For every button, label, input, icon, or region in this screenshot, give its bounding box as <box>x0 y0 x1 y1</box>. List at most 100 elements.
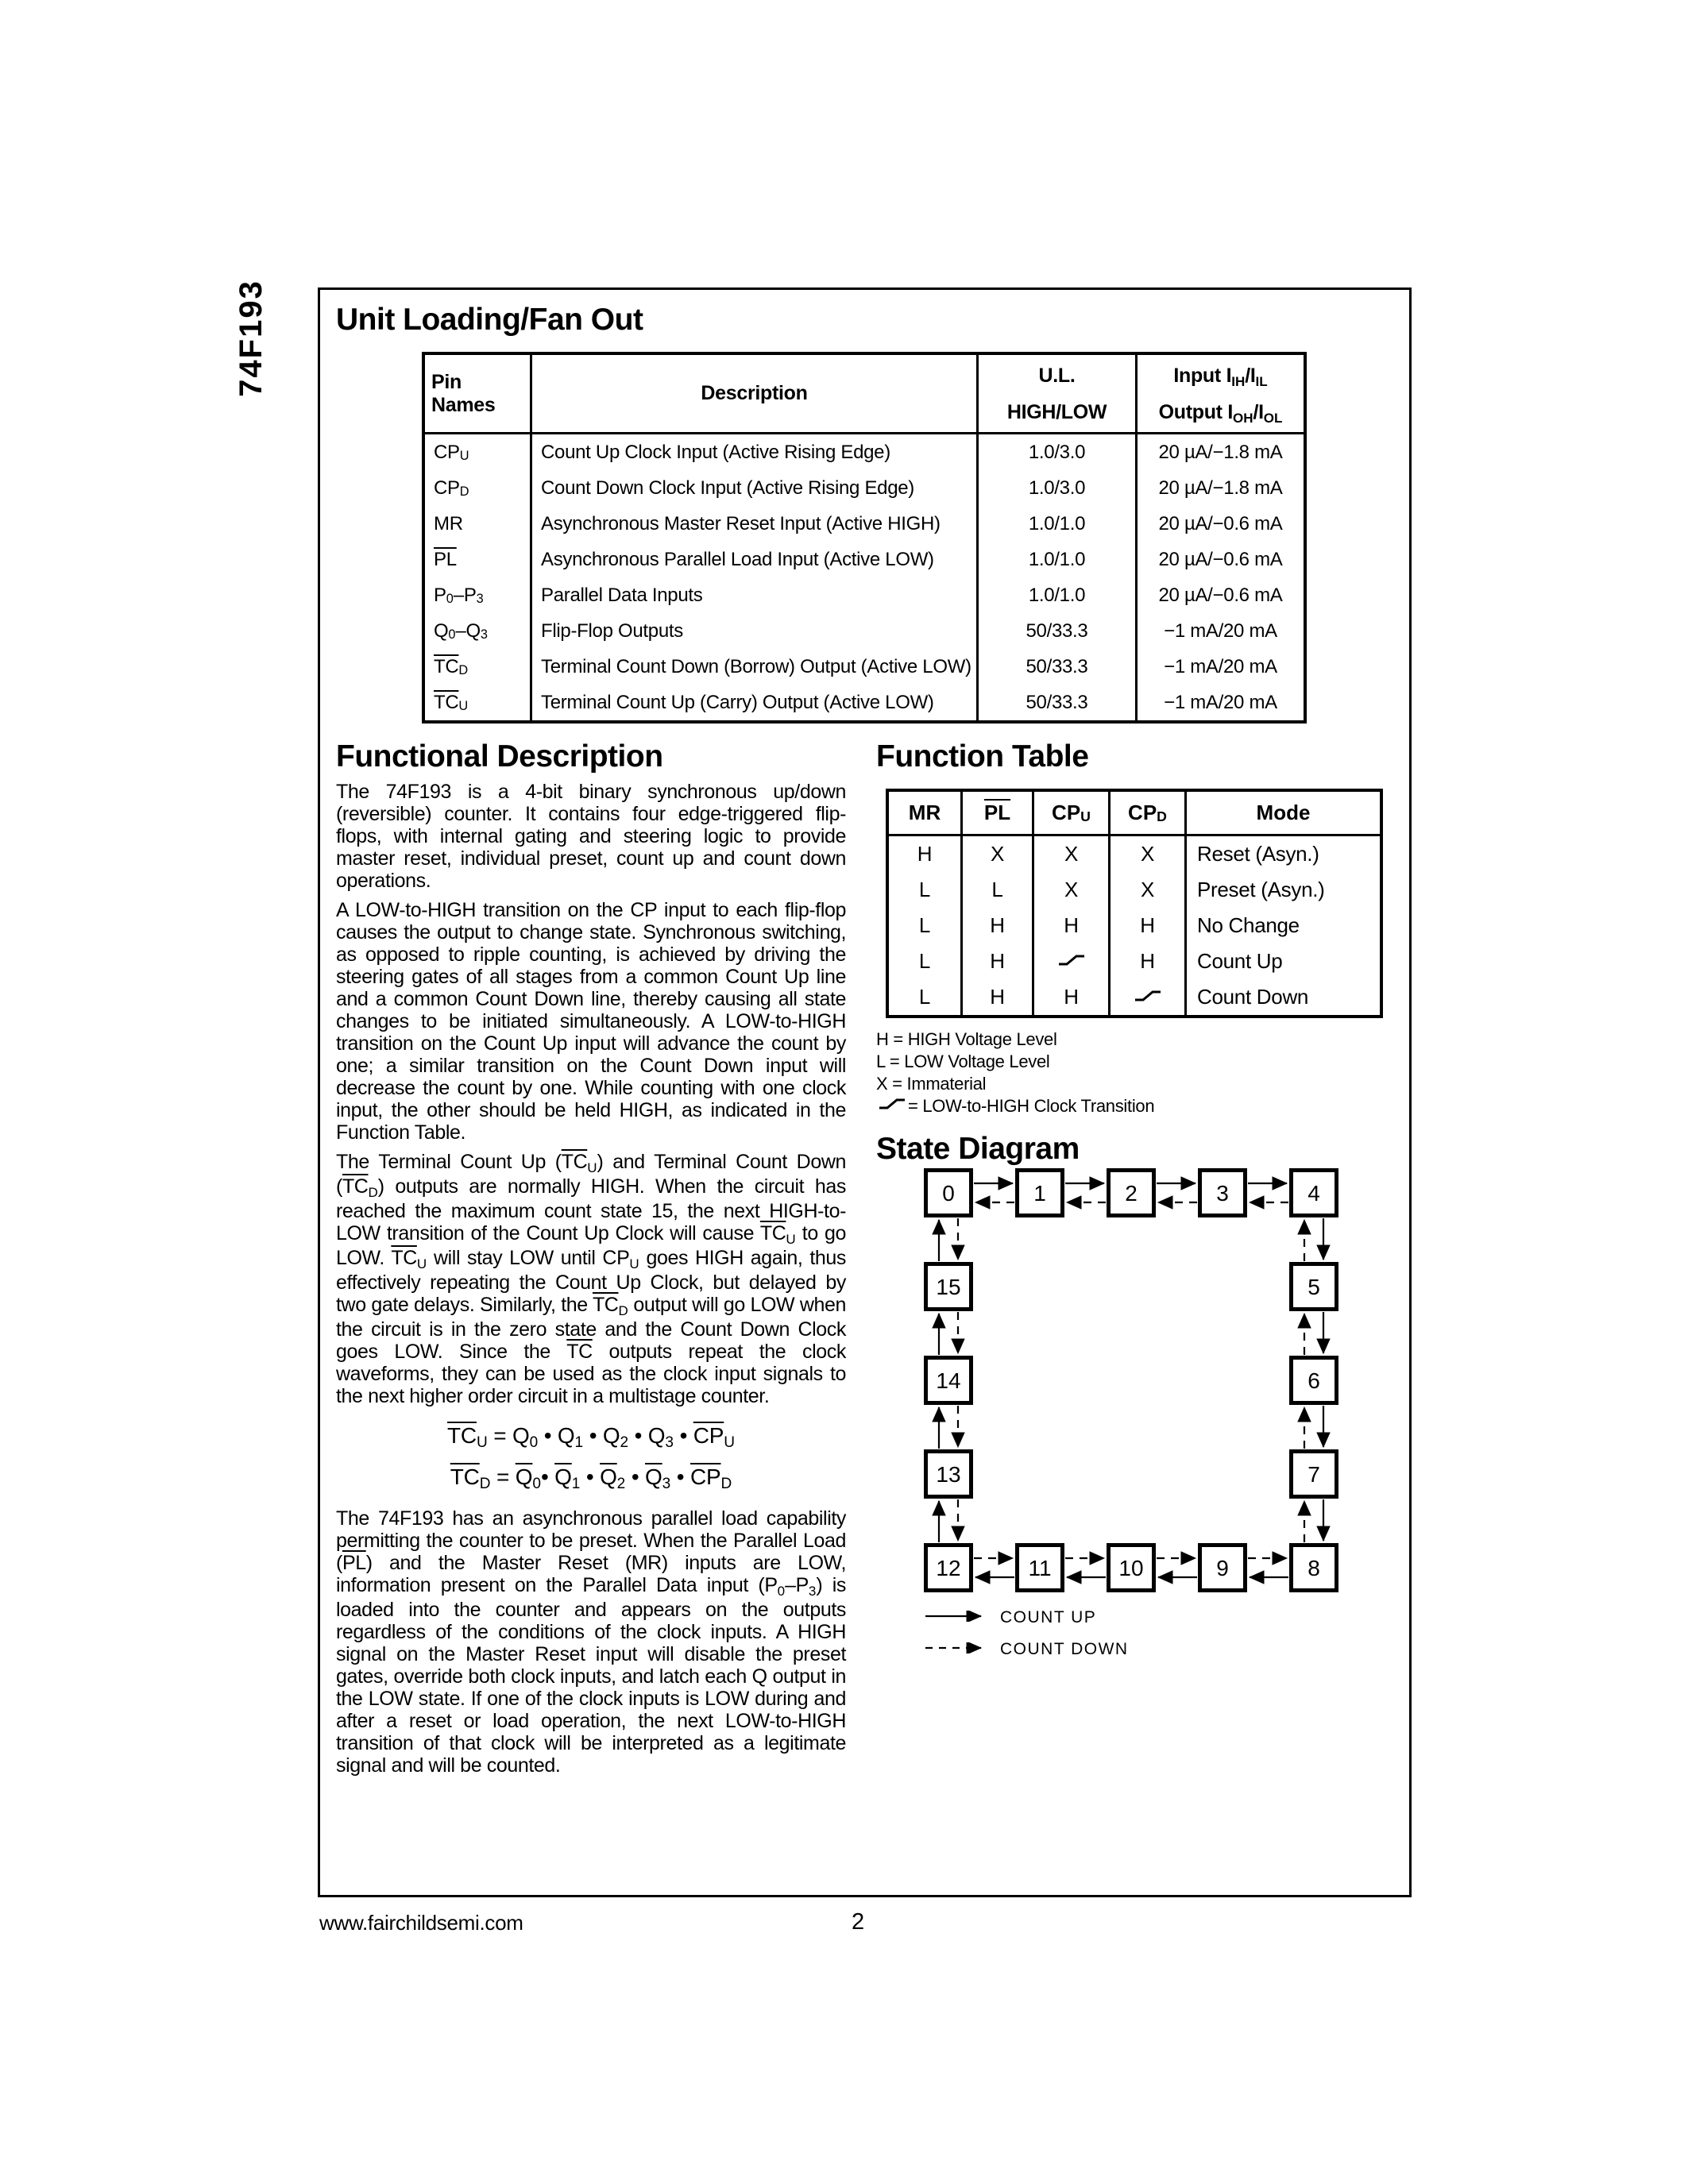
subscript-text: 3 <box>665 1434 674 1452</box>
text-run: = <box>490 1464 516 1489</box>
pin-cell: PL <box>425 542 530 577</box>
function-table-header-cell: MR <box>889 792 960 836</box>
subscript-text: D <box>720 1476 732 1493</box>
state-number: 1 <box>1033 1181 1046 1206</box>
state-box-border <box>1289 1543 1338 1592</box>
footer-page-number: 2 <box>852 1909 865 1935</box>
text-run: • <box>673 1423 693 1448</box>
function-table-cell: Preset (Asyn.) <box>1187 872 1380 908</box>
io-cell: 20 µA/−1.8 mA <box>1158 477 1283 499</box>
text-run: • <box>625 1464 646 1489</box>
text-run: goes HIGH again, thus effectively repeat… <box>336 1247 846 1316</box>
legend-label: COUNT UP <box>1000 1608 1097 1626</box>
text-run: X <box>1140 842 1155 866</box>
subscript-text: 3 <box>476 591 484 606</box>
function-table-cell: L <box>889 979 960 1015</box>
low-to-high-transition-icon <box>1057 949 1086 974</box>
state-box-border <box>924 1356 973 1405</box>
state-box: 13 <box>924 1449 973 1499</box>
overline-text: Q <box>600 1464 617 1489</box>
state-box-border <box>924 1168 973 1217</box>
function-table-cell: Reset (Asyn.) <box>1187 836 1380 872</box>
text-run: A LOW-to-HIGH transition on the CP input… <box>336 899 846 1144</box>
state-diagram-title: State Diagram <box>876 1132 1080 1166</box>
text-run: L <box>918 949 931 973</box>
function-table-note: X = Immaterial <box>876 1073 1154 1095</box>
table-column: MR H L L L L <box>889 792 960 1015</box>
low-to-high-transition-icon <box>1134 985 1162 1009</box>
state-box-border <box>1289 1262 1338 1311</box>
text-run: ) outputs are normally HIGH. When the ci… <box>336 1175 846 1244</box>
function-table-cell: Count Down <box>1187 979 1380 1015</box>
function-table-note: H = HIGH Voltage Level <box>876 1028 1154 1051</box>
ul-cell: 50/33.3 <box>1026 691 1088 713</box>
state-box-border <box>1015 1543 1064 1592</box>
function-table-notes: H = HIGH Voltage Level L = LOW Voltage Le… <box>876 1028 1155 1117</box>
subscript-text: IL <box>1255 373 1268 389</box>
overline-text: TC <box>759 1222 786 1244</box>
subscript-text: U <box>629 1256 639 1271</box>
description-header: Description <box>532 355 976 434</box>
equation-tcd: TCD = Q0• Q1 • Q2 • Q3 • CPD <box>336 1458 846 1499</box>
overline-text: Q <box>645 1464 662 1489</box>
equation-tcu: TCU = Q0 • Q1 • Q2 • Q3 • CPU <box>336 1417 846 1458</box>
text-run: No Change <box>1197 913 1300 937</box>
state-box: 10 <box>1107 1543 1156 1592</box>
text-run: Reset (Asyn.) <box>1197 842 1319 866</box>
ul-cell: 1.0/1.0 <box>1028 584 1086 606</box>
description-cell: Count Up Clock Input (Active Rising Edge… <box>541 441 890 463</box>
ul-cell: 50/33.3 <box>1026 655 1088 677</box>
state-box: 11 <box>1015 1543 1064 1592</box>
text-run: • <box>580 1464 601 1489</box>
overline-text: TC <box>592 1294 619 1316</box>
state-box-border <box>924 1449 973 1499</box>
table-column: CP U X X H H <box>1032 792 1108 1015</box>
state-number: 7 <box>1308 1462 1320 1487</box>
fd-paragraph: The 74F193 has an asynchronous parallel … <box>336 1507 846 1777</box>
text-run: Count Up <box>1197 949 1283 973</box>
functional-description-title: Functional Description <box>336 739 663 774</box>
part-number-vertical: 74F193 <box>234 280 268 397</box>
table-column: Input IIH/IIL Output IOH/IOL 20 µA/−1.8 mA… <box>1135 355 1304 720</box>
state-box: 7 <box>1289 1449 1338 1499</box>
subscript-text: U <box>476 1434 488 1452</box>
text-run: The 74F193 has an asynchronous parallel … <box>336 1507 846 1574</box>
subscript-text: D <box>479 1476 491 1493</box>
state-box-border <box>924 1543 973 1592</box>
text-run: CP <box>434 477 460 499</box>
ul-cell: 1.0/3.0 <box>1028 441 1086 463</box>
text-run: outputs repeat the clock waveforms, they… <box>336 1341 846 1407</box>
text-run: –P <box>453 584 477 606</box>
state-box-border <box>924 1262 973 1311</box>
state-box: 2 <box>1107 1168 1156 1217</box>
fd-paragraph: The 74F193 is a 4-bit binary synchronous… <box>336 781 846 892</box>
description-cell: Terminal Count Up (Carry) Output (Active… <box>541 691 934 713</box>
io-cell: −1 mA/20 mA <box>1164 691 1277 713</box>
state-box-border <box>1289 1356 1338 1405</box>
io-header-line: Input IIH/IIL <box>1173 365 1268 389</box>
pin-cell: MR <box>425 506 530 542</box>
state-number: 3 <box>1216 1181 1229 1206</box>
function-table-cell: H <box>1111 908 1184 943</box>
state-box: 15 <box>924 1262 973 1311</box>
subscript-text: OH <box>1233 410 1253 426</box>
function-table-cell: H <box>1034 979 1108 1015</box>
function-table-cell: No Change <box>1187 908 1380 943</box>
function-table-cell: L <box>889 943 960 979</box>
text-run: output will go LOW when the circuit is i… <box>336 1294 847 1363</box>
state-box-border <box>1289 1168 1338 1217</box>
state-number: 6 <box>1308 1368 1320 1393</box>
function-table-cell <box>1034 943 1108 979</box>
state-box: 14 <box>924 1356 973 1405</box>
ul-cell: 1.0/1.0 <box>1028 548 1086 570</box>
text-run: • <box>670 1464 690 1489</box>
state-number: 11 <box>1028 1556 1051 1580</box>
table-column: PL X L H H H <box>960 792 1032 1015</box>
text-run: Input I <box>1173 365 1232 387</box>
state-box-border <box>1198 1543 1247 1592</box>
subscript-text: U <box>416 1256 427 1271</box>
text-run: CP <box>1052 801 1081 824</box>
text-run: Preset (Asyn.) <box>1197 878 1325 901</box>
